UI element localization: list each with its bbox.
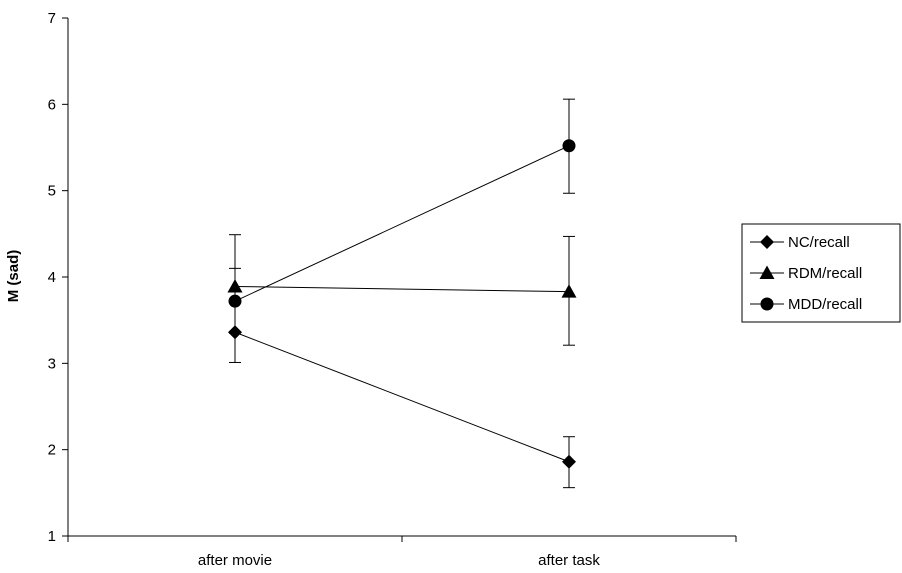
series-nc-recall [228, 301, 576, 489]
legend: NC/recall RDM/recall MDD/recall [741, 223, 901, 323]
y-tick-label: 3 [48, 355, 56, 372]
legend-item: RDM/recall [750, 265, 862, 282]
series-line [234, 285, 570, 293]
series-mdd-recall [228, 98, 576, 334]
x-tick-label: after movie [198, 552, 272, 569]
y-axis-title: M (sad) [5, 250, 22, 303]
y-tick-label: 2 [48, 442, 56, 459]
x-tick-label: after task [538, 552, 600, 569]
y-tick-label: 4 [48, 269, 56, 286]
legend-item: NC/recall [750, 234, 850, 251]
y-tick-label: 5 [48, 183, 56, 200]
legend-marker [760, 235, 774, 249]
legend-label: NC/recall [788, 234, 850, 251]
legend-label: MDD/recall [788, 296, 862, 313]
axes: 1 2 3 4 5 6 7 after movie after task [48, 10, 737, 569]
series-line [234, 331, 570, 463]
legend-marker [760, 297, 774, 311]
y-tick-label: 1 [48, 528, 56, 545]
data-point [562, 139, 576, 153]
series-line [234, 145, 570, 302]
legend-marker [759, 265, 775, 279]
y-tick-label: 7 [48, 10, 56, 27]
y-tick-label: 6 [48, 96, 56, 113]
data-point [562, 454, 576, 469]
series-layer [227, 98, 577, 489]
data-point [561, 284, 577, 298]
series-rdm-recall [227, 234, 577, 346]
data-point [228, 294, 242, 308]
legend-item: MDD/recall [750, 296, 862, 313]
legend-label: RDM/recall [788, 265, 862, 282]
